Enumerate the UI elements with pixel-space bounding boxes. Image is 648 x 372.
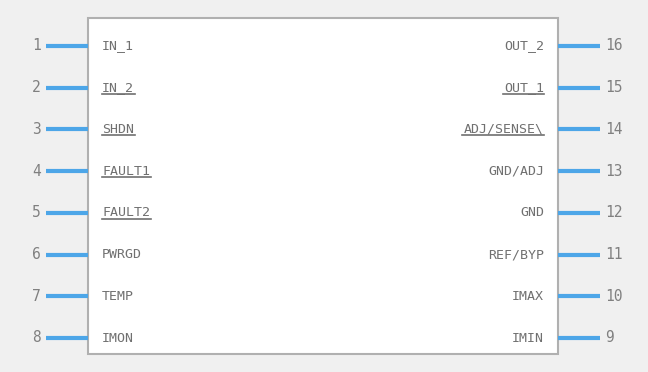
Text: PWRGD: PWRGD: [102, 248, 142, 261]
Text: 4: 4: [32, 164, 41, 179]
Text: 12: 12: [605, 205, 623, 220]
Text: 1: 1: [32, 38, 41, 54]
Text: REF/BYP: REF/BYP: [488, 248, 544, 261]
Text: 13: 13: [605, 164, 623, 179]
Text: 9: 9: [605, 330, 614, 346]
Text: 2: 2: [32, 80, 41, 95]
Text: IMON: IMON: [102, 331, 134, 344]
Text: IMIN: IMIN: [512, 331, 544, 344]
Text: 11: 11: [605, 247, 623, 262]
Text: FAULT1: FAULT1: [102, 165, 150, 178]
Text: 14: 14: [605, 122, 623, 137]
Text: IMAX: IMAX: [512, 290, 544, 303]
Text: 15: 15: [605, 80, 623, 95]
Text: ADJ/SENSE\: ADJ/SENSE\: [464, 123, 544, 136]
Text: GND: GND: [520, 206, 544, 219]
Text: 3: 3: [32, 122, 41, 137]
Text: 5: 5: [32, 205, 41, 220]
Text: SHDN: SHDN: [102, 123, 134, 136]
Text: OUT_1: OUT_1: [504, 81, 544, 94]
Text: 10: 10: [605, 289, 623, 304]
Bar: [88, 18, 558, 354]
Text: 8: 8: [32, 330, 41, 346]
Text: OUT_2: OUT_2: [504, 39, 544, 52]
Text: IN_2: IN_2: [102, 81, 134, 94]
Text: 6: 6: [32, 247, 41, 262]
Text: 7: 7: [32, 289, 41, 304]
Text: IN_1: IN_1: [102, 39, 134, 52]
Text: TEMP: TEMP: [102, 290, 134, 303]
Text: GND/ADJ: GND/ADJ: [488, 165, 544, 178]
Text: FAULT2: FAULT2: [102, 206, 150, 219]
Text: 16: 16: [605, 38, 623, 54]
